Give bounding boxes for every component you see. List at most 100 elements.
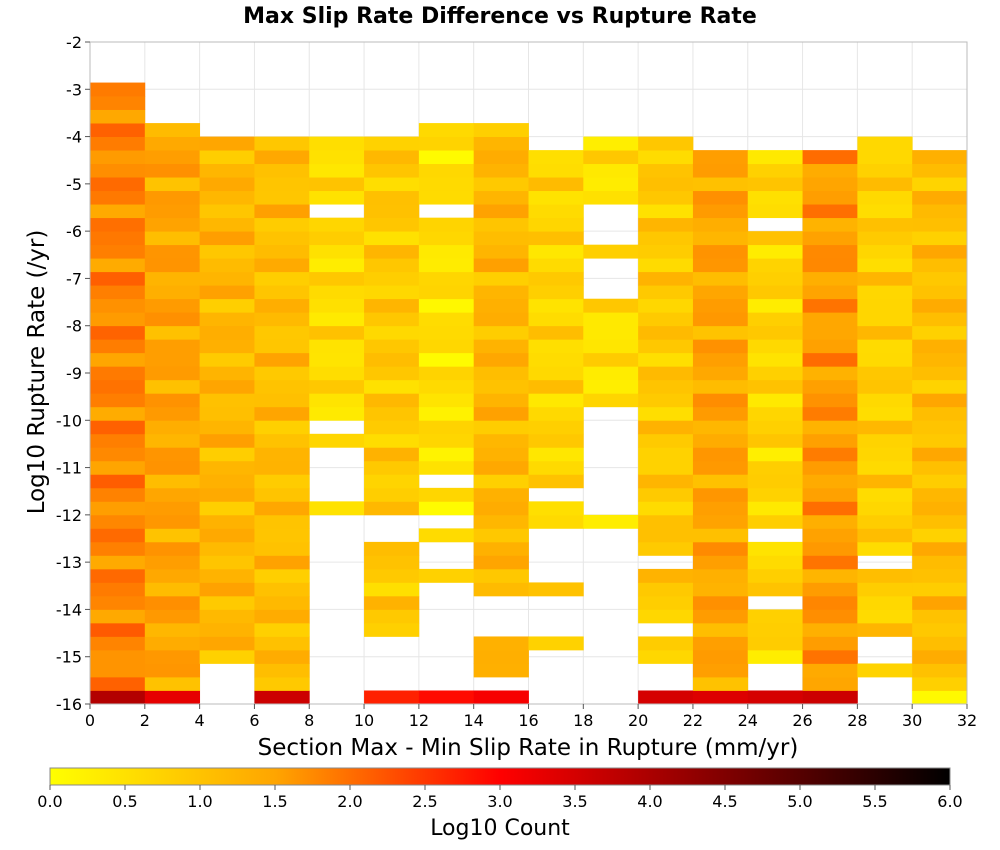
heatmap-cell <box>364 177 420 192</box>
heatmap-cell <box>473 298 529 313</box>
heatmap-cell <box>747 339 803 354</box>
heatmap-cell <box>418 177 475 192</box>
heatmap-cell <box>364 298 420 313</box>
heatmap-cell <box>199 258 255 273</box>
heatmap-cell <box>912 325 968 340</box>
colorbar-tick-label: 0.5 <box>112 792 137 811</box>
heatmap-cell <box>912 676 968 691</box>
heatmap-cell <box>199 163 255 178</box>
heatmap-cells <box>90 82 968 705</box>
heatmap-cell <box>583 298 639 313</box>
heatmap-cell <box>90 204 146 219</box>
heatmap-cell <box>473 231 529 246</box>
heatmap-cell <box>418 339 475 354</box>
heatmap-cell <box>199 568 255 583</box>
heatmap-cell <box>638 501 694 516</box>
heatmap-cell <box>309 352 365 367</box>
heatmap-cell <box>638 474 694 489</box>
heatmap-cell <box>254 177 310 192</box>
heatmap-cell <box>692 379 749 394</box>
y-tick-label: -13 <box>56 553 82 572</box>
heatmap-cell <box>912 177 968 192</box>
heatmap-cell <box>802 609 858 624</box>
heatmap-cell <box>364 312 420 327</box>
heatmap-cell <box>692 150 749 165</box>
heatmap-cell <box>364 555 420 570</box>
heatmap-cell <box>309 163 365 178</box>
heatmap-cell <box>912 595 968 610</box>
heatmap-cell <box>254 595 310 610</box>
heatmap-cell <box>802 366 858 381</box>
heatmap-cell <box>90 82 146 97</box>
heatmap-cell <box>692 460 749 475</box>
heatmap-cell <box>90 271 146 286</box>
heatmap-cell <box>528 433 584 448</box>
heatmap-cell <box>747 447 803 462</box>
heatmap-cell <box>638 217 694 232</box>
heatmap-cell <box>90 379 146 394</box>
heatmap-cell <box>638 406 694 421</box>
heatmap-cell <box>638 204 694 219</box>
heatmap-cell <box>364 258 420 273</box>
heatmap-cell <box>144 123 201 137</box>
heatmap-cell <box>912 528 968 543</box>
heatmap-cell <box>692 487 749 502</box>
heatmap-cell <box>528 514 584 529</box>
heatmap-cell <box>912 541 968 556</box>
heatmap-cell <box>857 568 913 583</box>
heatmap-cell <box>802 312 858 327</box>
heatmap-cell <box>583 352 639 367</box>
heatmap-cell <box>912 447 968 462</box>
heatmap-cell <box>144 406 201 421</box>
x-tick-label: 2 <box>140 711 150 730</box>
heatmap-cell <box>638 582 694 597</box>
heatmap-cell <box>857 622 913 637</box>
heatmap-cell <box>418 501 475 516</box>
heatmap-cell <box>90 150 146 165</box>
heatmap-cell <box>473 568 529 583</box>
heatmap-cell <box>418 406 475 421</box>
y-tick-label: -6 <box>66 222 82 241</box>
heatmap-cell <box>747 474 803 489</box>
heatmap-cell <box>912 555 968 570</box>
heatmap-cell <box>912 339 968 354</box>
heatmap-cell <box>364 190 420 205</box>
heatmap-cell <box>802 474 858 489</box>
heatmap-cell <box>309 312 365 327</box>
heatmap-cell <box>528 460 584 475</box>
heatmap-cell <box>90 312 146 327</box>
colorbar-tick-label: 2.0 <box>337 792 362 811</box>
heatmap-cell <box>144 690 201 705</box>
heatmap-cell <box>90 96 146 110</box>
heatmap-cell <box>638 285 694 300</box>
heatmap-cell <box>144 339 201 354</box>
heatmap-cell <box>747 514 803 529</box>
heatmap-cell <box>90 123 146 137</box>
heatmap-cell <box>473 325 529 340</box>
x-axis-title: Section Max - Min Slip Rate in Rupture (… <box>258 735 799 761</box>
heatmap-cell <box>583 325 639 340</box>
heatmap-cell <box>802 271 858 286</box>
heatmap-cell <box>638 528 694 543</box>
heatmap-cell <box>90 420 146 435</box>
heatmap-cell <box>802 163 858 178</box>
heatmap-cell <box>418 244 475 259</box>
heatmap-cell <box>473 312 529 327</box>
heatmap-cell <box>747 379 803 394</box>
heatmap-cell <box>638 325 694 340</box>
y-tick-label: -3 <box>66 80 82 99</box>
heatmap-cell <box>309 258 365 273</box>
heatmap-cell <box>747 393 803 408</box>
heatmap-cell <box>692 298 749 313</box>
heatmap-cell <box>144 663 201 678</box>
heatmap-cell <box>144 352 201 367</box>
heatmap-cell <box>144 366 201 381</box>
heatmap-cell <box>638 312 694 327</box>
colorbar-tick-label: 2.5 <box>412 792 437 811</box>
x-tick-label: 4 <box>195 711 205 730</box>
heatmap-cell <box>364 487 420 502</box>
heatmap-cell <box>309 150 365 165</box>
heatmap-cell <box>90 609 146 624</box>
heatmap-cell <box>254 501 310 516</box>
